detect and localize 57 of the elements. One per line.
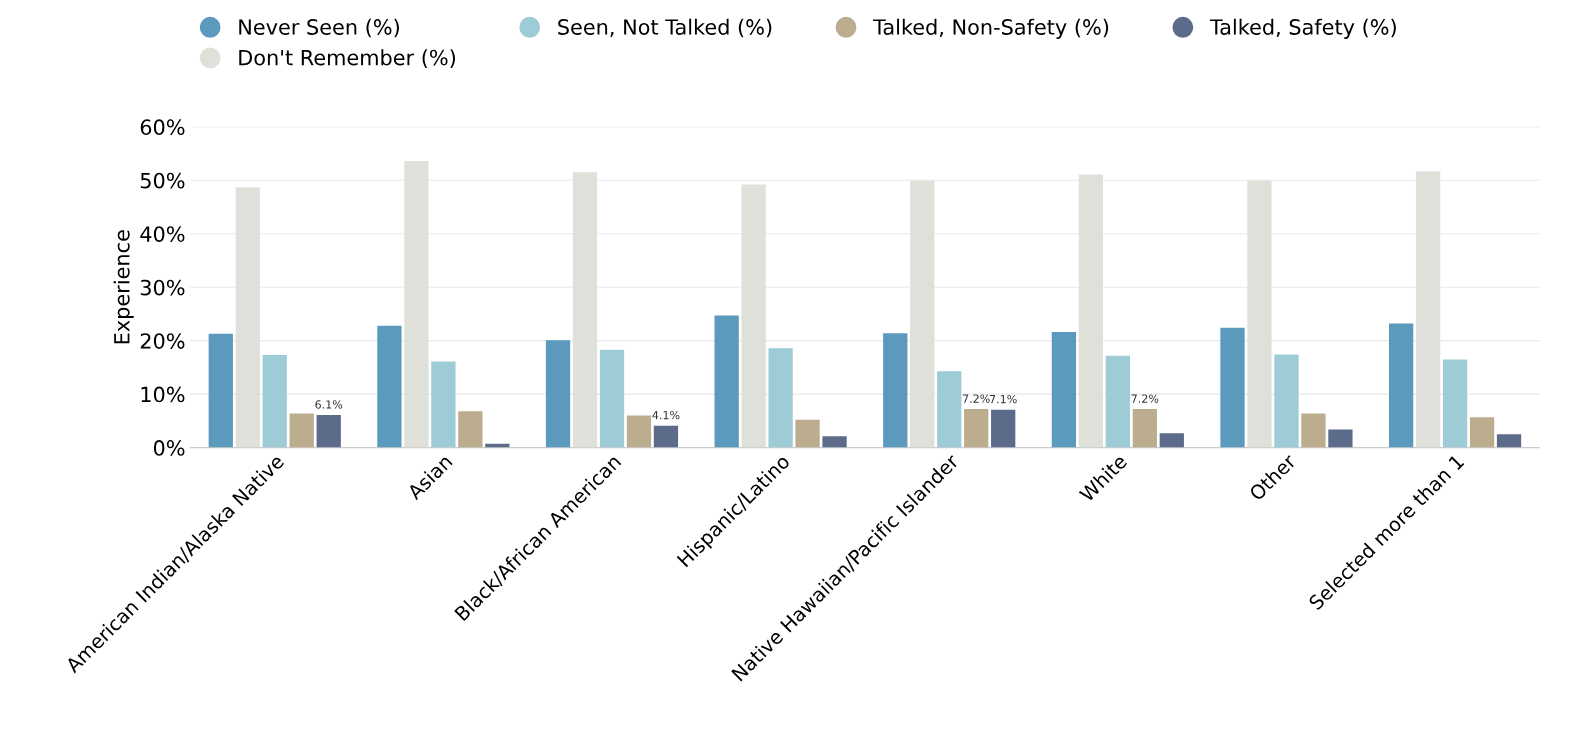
bar — [795, 419, 820, 448]
bar — [1078, 174, 1103, 448]
y-axis-title: Experience — [113, 230, 134, 344]
data-label: 4.1% — [652, 410, 680, 420]
bar — [1496, 434, 1522, 448]
bar — [289, 413, 314, 448]
data-label: 7.1% — [989, 394, 1017, 404]
y-tick-label: 50% — [140, 172, 185, 189]
bar — [768, 348, 793, 448]
bar — [991, 409, 1016, 448]
y-tick-label: 10% — [141, 386, 185, 403]
bar — [741, 184, 766, 448]
y-tick-label: 40% — [140, 226, 185, 242]
bar — [404, 161, 429, 448]
legend-label: Don't Remember (%) — [239, 49, 456, 68]
bar — [1415, 171, 1441, 448]
y-tick-label: 20% — [140, 333, 185, 349]
bar — [937, 371, 962, 448]
bar — [1469, 417, 1495, 448]
legend-label: Seen, Not Talked (%) — [558, 18, 772, 38]
legend-label: Never Seen (%) — [239, 18, 399, 38]
bar — [377, 325, 402, 448]
legend-label: Talked, Safety (%) — [1209, 18, 1396, 39]
bar — [822, 436, 847, 448]
bar — [653, 425, 679, 448]
bar — [1051, 332, 1077, 448]
bar — [431, 361, 456, 448]
bar — [208, 333, 233, 448]
bar — [1301, 413, 1326, 448]
bar — [964, 409, 989, 448]
y-tick-label: 30% — [140, 279, 185, 296]
bar — [1159, 433, 1184, 448]
bar — [1247, 180, 1272, 448]
bar — [1132, 409, 1157, 448]
bar — [458, 411, 483, 448]
bar — [1328, 429, 1353, 448]
bar — [235, 187, 260, 448]
data-label: 6.1% — [315, 400, 343, 409]
bar — [599, 349, 625, 448]
bar — [1105, 355, 1130, 448]
data-label: 7.2% — [1131, 394, 1159, 403]
bar — [1388, 323, 1414, 448]
bar — [626, 415, 652, 448]
bar — [910, 180, 935, 448]
bar — [316, 414, 341, 448]
legend-label: Talked, Non-Safety (%) — [873, 18, 1109, 39]
bar — [1274, 354, 1299, 448]
bar — [545, 340, 571, 448]
bar — [262, 355, 287, 448]
bar — [883, 333, 908, 448]
y-tick-label: 60% — [140, 119, 185, 136]
bar — [1220, 327, 1245, 448]
bar — [714, 315, 739, 448]
bar — [1442, 359, 1468, 448]
bar — [572, 172, 598, 448]
y-tick-label: 0% — [153, 440, 185, 456]
data-label: 7.2% — [963, 394, 990, 403]
